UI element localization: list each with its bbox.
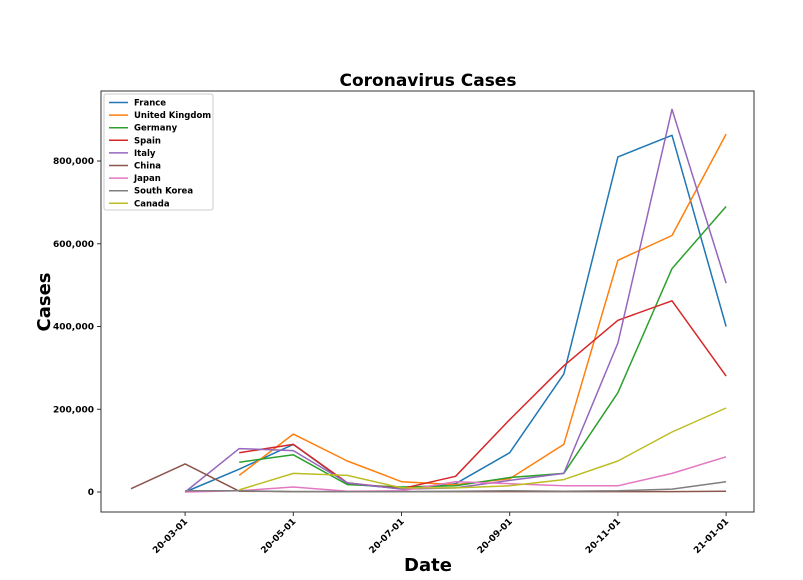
series-line-united-kingdom: [238, 133, 727, 486]
legend-label: Japan: [133, 174, 161, 184]
legend-item: China: [109, 162, 161, 172]
series-line-south-korea: [185, 480, 727, 493]
series-line-italy: [184, 108, 727, 493]
legend-item: Germany: [109, 124, 178, 134]
legend-item: France: [109, 99, 166, 109]
x-tick-label: 20-07-01: [368, 517, 407, 556]
legend-box: [103, 93, 214, 211]
x-tick-label: 20-05-01: [259, 517, 298, 556]
legend-item: United Kingdom: [109, 111, 211, 121]
y-tick-label: 800,000: [53, 157, 94, 167]
x-axis: 20-03-01 20-05-01 20-07-01 20-09-01 20-11-01…: [151, 512, 731, 556]
legend-label: Italy: [134, 149, 156, 159]
series-line-japan: [185, 456, 727, 493]
legend-label: United Kingdom: [134, 111, 211, 121]
x-tick-label: 21-01-01: [692, 517, 731, 556]
y-tick-label: 600,000: [53, 240, 94, 250]
legend-item: South Korea: [109, 187, 193, 197]
legend-label: South Korea: [134, 187, 193, 197]
legend-label: France: [134, 99, 166, 109]
y-axis: 0 200,000 400,000 600,000 800,000: [53, 157, 101, 498]
legend-item: Spain: [109, 136, 161, 146]
x-tick-label: 20-11-01: [584, 517, 623, 556]
legend-label: Spain: [134, 136, 161, 146]
x-tick-label: 20-09-01: [476, 517, 515, 556]
chart-title: Coronavirus Cases: [340, 71, 517, 91]
series-line-germany: [239, 206, 727, 488]
y-tick-label: 200,000: [53, 405, 94, 415]
x-tick-label: 20-03-01: [151, 517, 190, 556]
series-line-france: [184, 134, 727, 493]
y-tick-label: 400,000: [53, 323, 94, 333]
y-axis-label: Cases: [34, 273, 55, 332]
legend-label: China: [134, 162, 161, 172]
legend-label: Canada: [134, 199, 170, 209]
x-axis-label: Date: [404, 555, 452, 576]
legend-item: Italy: [109, 149, 156, 159]
series-line-canada: [238, 407, 727, 491]
legend: France United Kingdom Germany Spain Italy Chi…: [103, 93, 214, 211]
legend-item: Canada: [109, 199, 170, 209]
plot-area: [100, 90, 755, 513]
y-tick-label: 0: [88, 488, 94, 498]
legend-item: Japan: [109, 174, 161, 184]
series-lines: [130, 108, 727, 493]
series-line-spain: [239, 300, 727, 490]
legend-label: Germany: [134, 124, 178, 134]
